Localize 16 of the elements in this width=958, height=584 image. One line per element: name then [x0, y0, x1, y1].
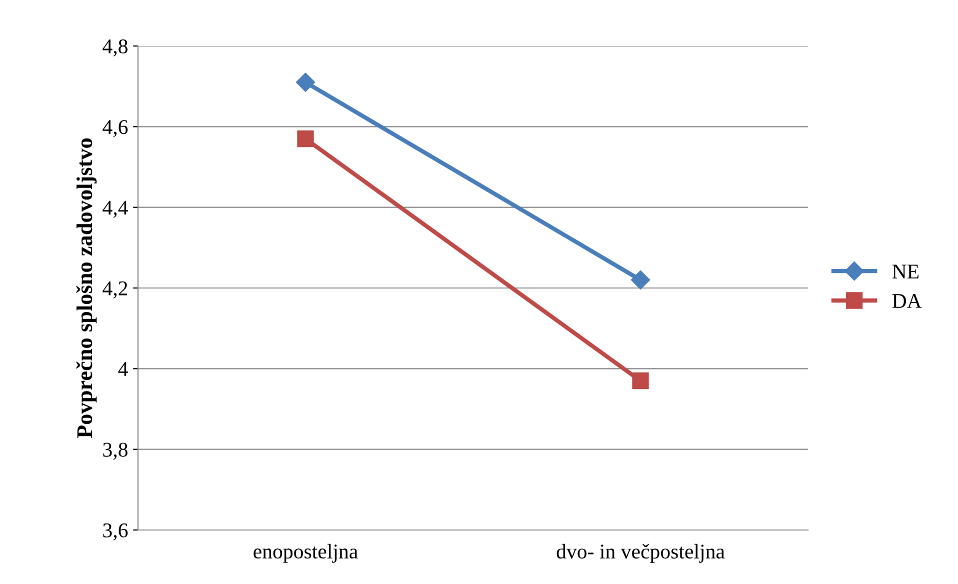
y-tick-label: 4,6 — [102, 120, 128, 138]
y-tick-label: 4,2 — [102, 281, 128, 298]
point — [632, 372, 649, 390]
y-tick-label: 3,6 — [103, 523, 128, 540]
point — [297, 130, 314, 148]
y-tick-label: 4 — [118, 362, 128, 376]
y-tick-label: 4,8 — [102, 39, 128, 56]
point — [630, 270, 650, 290]
x-tick-label: dvo- in večposteljna — [556, 544, 725, 563]
y-axis-title: Povprečno splošno zadovoljstvo — [76, 138, 97, 438]
legend-label: NE — [892, 264, 919, 278]
y-tick-label: 4,4 — [102, 200, 128, 218]
point — [296, 72, 316, 92]
legend-label: DA — [892, 294, 922, 308]
y-tick-label: 3,8 — [103, 442, 128, 460]
x-tick-label: enoposteljna — [254, 544, 358, 563]
